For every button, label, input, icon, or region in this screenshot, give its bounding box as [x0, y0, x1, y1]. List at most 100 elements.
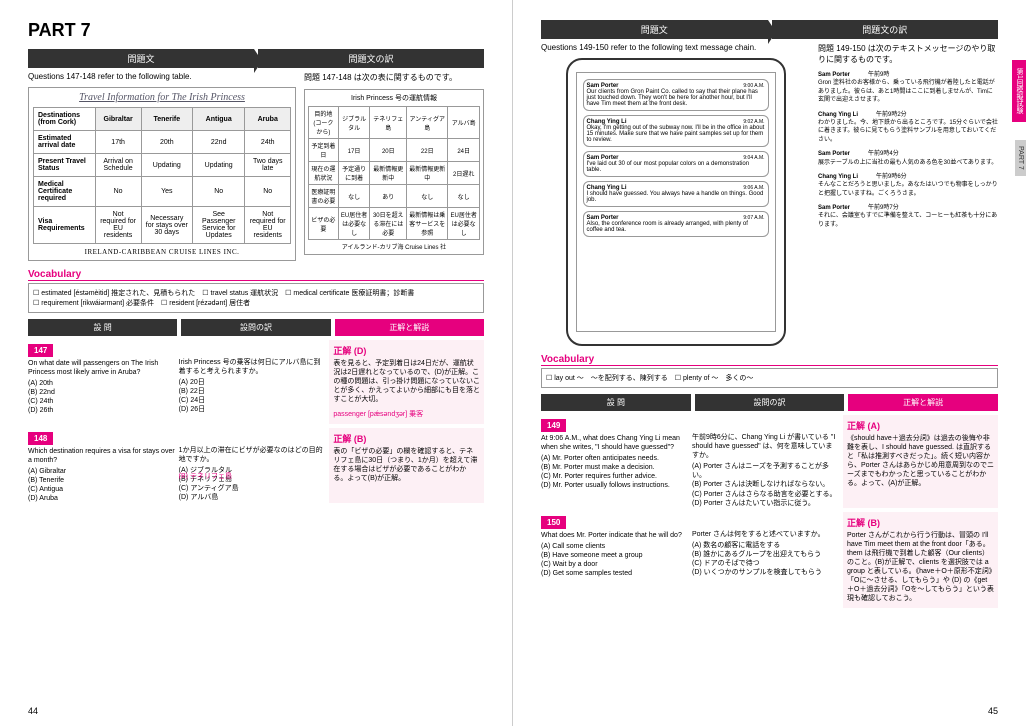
- page-num-right: 45: [988, 706, 998, 716]
- q149-opts-jp: (A) Porter さんはニーズを予測することが多い。 (B) Porter …: [692, 462, 839, 507]
- header-problem: 問題文: [28, 49, 254, 68]
- qh-translation: 設問の訳: [181, 319, 330, 336]
- travel-cell: Not required for EU residents: [245, 207, 291, 244]
- q148-ans: 正解 (B): [333, 432, 480, 445]
- jp-company: アイルランド-カリブ海 Cruise Lines 社: [308, 242, 480, 251]
- travel-cell: Visa Requirements: [34, 207, 96, 244]
- jp-cell: 17日: [338, 139, 370, 162]
- q150-opts-jp: (A) 数名の顧客に電話をする (B) 誰かにあるグループを出迎えてもらう (C…: [692, 541, 839, 577]
- q147-opts: (A) 20th (B) 22nd (C) 24th (D) 26th: [28, 379, 175, 415]
- question-range-2-jp: 問題 149-150 は次のテキストメッセージのやり取りに関するものです。: [818, 43, 998, 65]
- question-range-jp: 問題 147-148 は次の表に関するものです。: [304, 72, 484, 83]
- travel-cell: Updating: [192, 154, 245, 177]
- question-range: Questions 147-148 refer to the following…: [28, 72, 296, 81]
- qh-translation-2: 設問の訳: [695, 394, 845, 411]
- jp-cell: 最新情報は乗客サービスを参照: [407, 208, 448, 240]
- travel-cell: No: [95, 177, 141, 207]
- travel-cell: See Passenger Service for Updates: [192, 207, 245, 244]
- q150-jp: Porter さんは何をすると述べていますか。: [692, 530, 839, 539]
- q147-pass: passenger [pǽsəndʒər] 乗客: [333, 410, 480, 419]
- q149-ans: 正解 (A): [847, 419, 994, 432]
- travel-cell: Estimated arrival date: [34, 131, 96, 154]
- vocab-box: ☐ estimated [éstəmèitid] 推定された、見積もられた ☐ …: [28, 283, 484, 313]
- q147-ans: 正解 (D): [333, 344, 480, 357]
- q149-num: 149: [541, 419, 566, 432]
- vocab-heading-2: Vocabulary: [541, 354, 998, 366]
- jp-message: Chang Ying Li 午前9時6分そんなことだろうと思いました。あなたはい…: [818, 173, 998, 198]
- q148-opts: (A) Gibraltar (B) Tenerife (C) Antigua (…: [28, 467, 175, 503]
- travel-cell: Aruba: [245, 108, 291, 131]
- text-message: Chang Ying Li9:06 A.M.I should have gues…: [583, 181, 769, 207]
- jp-cell: EU居住者は必要なし: [448, 208, 480, 240]
- travel-cell: Medical Certificate required: [34, 177, 96, 207]
- text-message: Sam Porter9:07 A.M.Also, the conference …: [583, 211, 769, 237]
- jp-info-box: Irish Princess 号の運航情報 目的地(コークから)ジブラルタルテネ…: [304, 89, 484, 255]
- vocab-heading: Vocabulary: [28, 269, 484, 281]
- q147-jp: Irish Princess 号の乗客は何日にアルバ島に到着すると考えられますか…: [179, 358, 326, 376]
- travel-cell: Antigua: [192, 108, 245, 131]
- q147-exp: 表を見ると、予定到着日は24日だが、運航状況は2日遅れとなっているので、(D)が…: [333, 359, 480, 404]
- jp-cell: ジブラルタル: [338, 107, 370, 139]
- question-range-2: Questions 149-150 refer to the following…: [541, 43, 810, 52]
- header-translation-r: 問題文の訳: [772, 20, 999, 39]
- travel-cell: Two days late: [245, 154, 291, 177]
- jp-cell: 2日遅れ: [448, 162, 480, 185]
- page-num-left: 44: [28, 706, 38, 716]
- jp-message: Chang Ying Li 午前9時2分わかりました。今、地下鉄から出るところで…: [818, 111, 998, 145]
- travel-cell: No: [192, 177, 245, 207]
- travel-cell: Destinations (from Cork): [34, 108, 96, 131]
- jp-title: Irish Princess 号の運航情報: [308, 93, 480, 103]
- q148-num: 148: [28, 432, 53, 445]
- jp-cell: 予定到着日: [309, 139, 339, 162]
- jp-cell: なし: [338, 185, 370, 208]
- company-name: IRELAND-CARIBBEAN CRUISE LINES INC.: [33, 248, 291, 256]
- vocab-box-2: ☐ lay out ～ ～を配列する、陳列する ☐ plenty of ～ 多く…: [541, 368, 998, 388]
- travel-cell: Not required for EU residents: [95, 207, 141, 244]
- jp-cell: アンティグア島: [407, 107, 448, 139]
- jp-cell: 24日: [448, 139, 480, 162]
- travel-cell: 17th: [95, 131, 141, 154]
- jp-cell: あり: [370, 185, 407, 208]
- travel-cell: Tenerife: [141, 108, 192, 131]
- jp-message: Sam Porter 午前9時7分それに、会議室もすでに準備を整えて、コーヒーも…: [818, 204, 998, 229]
- jp-cell: 医療証明書の必要: [309, 185, 339, 208]
- header-translation: 問題文の訳: [258, 49, 484, 68]
- jp-cell: 最新情報更新中: [370, 162, 407, 185]
- jp-cell: なし: [407, 185, 448, 208]
- q150-ans: 正解 (B): [847, 516, 994, 529]
- travel-cell: Necessary for stays over 30 days: [141, 207, 192, 244]
- travel-cell: No: [245, 177, 291, 207]
- jp-cell: EU居住者は必要なし: [338, 208, 370, 240]
- jp-cell: 22日: [407, 139, 448, 162]
- travel-cell: 20th: [141, 131, 192, 154]
- jp-cell: 20日: [370, 139, 407, 162]
- side-tab-exam: 第1回模擬試験: [1012, 60, 1026, 122]
- q149-text: At 9:06 A.M., what does Chang Ying Li me…: [541, 434, 688, 452]
- q147-num: 147: [28, 344, 53, 357]
- text-message: Chang Ying Li9:02 A.M.Okay, I'm getting …: [583, 115, 769, 147]
- jp-cell: 30日を超える滞在には必要: [370, 208, 407, 240]
- travel-cell: Arrival on Schedule: [95, 154, 141, 177]
- jp-message: Sam Porter 午前9時4分展示テーブルの上に当社の最も人気のある色を30…: [818, 150, 998, 167]
- qh-answer: 正解と解説: [335, 319, 484, 336]
- q149-jp: 午前9時6分に、Chang Ying Li が書いている "I should h…: [692, 433, 839, 460]
- q150-exp: Porter さんがこれから行う行動は、冒頭の I'll have Tim me…: [847, 531, 994, 604]
- jp-message: Sam Porter 午前9時Gron 塗料社のお客様から、乗っている飛行機が着…: [818, 71, 998, 105]
- travel-cell: Present Travel Status: [34, 154, 96, 177]
- qh-question-2: 設 問: [541, 394, 691, 411]
- q150-text: What does Mr. Porter indicate that he wi…: [541, 531, 688, 540]
- travel-title: Travel Information for The Irish Princes…: [33, 92, 291, 103]
- text-message: Sam Porter9:00 A.M.Our clients from Gron…: [583, 79, 769, 111]
- jp-cell: 最新情報更新中: [407, 162, 448, 185]
- jp-cell: 現在の運航状況: [309, 162, 339, 185]
- q148-jp: 1か月以上の滞在にビザが必要なのはどの目的地ですか。: [179, 446, 326, 464]
- travel-cell: Yes: [141, 177, 192, 207]
- travel-cell: Updating: [141, 154, 192, 177]
- travel-cell: 22nd: [192, 131, 245, 154]
- q148-exp: 表の「ビザの必要」の欄を確認すると、テネリフェ島に30日（つまり、1か月）を超え…: [333, 447, 480, 483]
- travel-info-box: Travel Information for The Irish Princes…: [28, 87, 296, 261]
- jp-cell: アルバ島: [448, 107, 480, 139]
- jp-cell: ビザの必要: [309, 208, 339, 240]
- q147-opts-jp: (A) 20日 (B) 22日 (C) 24日 (D) 26日: [179, 378, 326, 414]
- phone-frame: Sam Porter9:00 A.M.Our clients from Gron…: [566, 58, 786, 346]
